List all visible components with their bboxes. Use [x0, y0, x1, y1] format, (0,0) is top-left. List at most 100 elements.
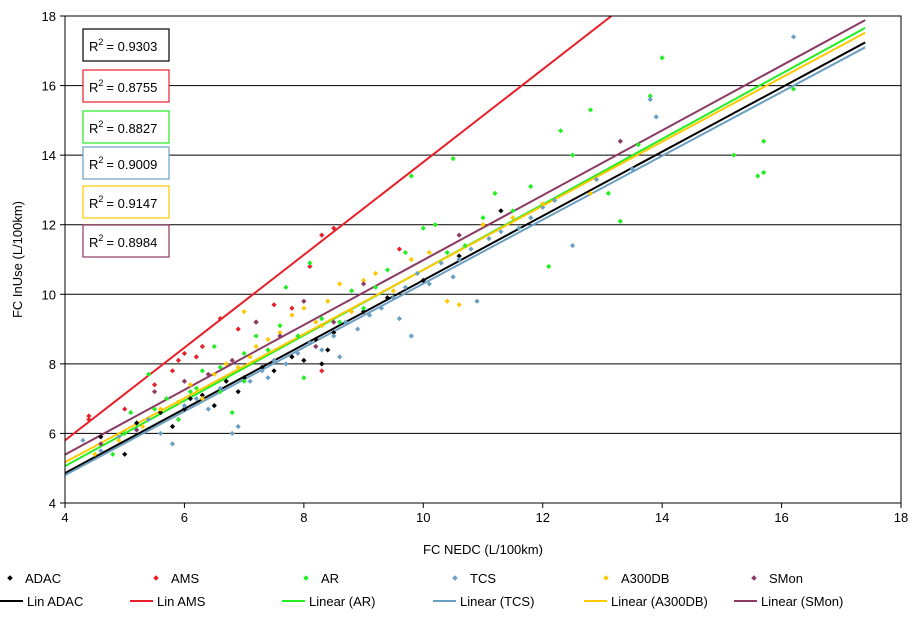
- data-point: [301, 375, 307, 381]
- data-point: [199, 396, 205, 402]
- data-point: [331, 329, 337, 336]
- data-point: [432, 222, 438, 228]
- legend-label: A300DB: [621, 571, 669, 586]
- r-squared-box-border: [82, 185, 170, 219]
- data-point: [456, 253, 462, 259]
- data-point: [587, 107, 594, 113]
- data-point: [360, 309, 367, 315]
- data-point: [223, 378, 229, 384]
- data-point: [247, 378, 253, 384]
- data-point: [390, 295, 397, 301]
- data-point: [259, 364, 265, 370]
- data-point: [569, 152, 576, 158]
- r-squared-label: R2 = 0.9009: [89, 155, 157, 172]
- data-point: [468, 246, 474, 252]
- data-point: [593, 176, 600, 183]
- data-point: [116, 434, 122, 440]
- data-point: [605, 190, 611, 197]
- data-point: [480, 215, 486, 221]
- r-squared-box: R2 = 0.8984: [82, 224, 170, 258]
- data-point: [80, 437, 86, 443]
- data-point: [199, 392, 205, 398]
- data-point: [474, 298, 480, 304]
- data-point: [420, 225, 426, 231]
- y-axis-title: FC InUse (L/100km): [10, 201, 25, 318]
- r-squared-value: = 0.9147: [106, 196, 157, 211]
- data-point: [217, 385, 223, 391]
- x-tick-label: 16: [774, 510, 788, 525]
- r-squared-box-border: [82, 146, 170, 180]
- data-point: [360, 281, 367, 287]
- data-point: [313, 336, 319, 343]
- data-point: [295, 350, 301, 357]
- data-point: [98, 448, 104, 454]
- y-tick-label: 16: [42, 79, 56, 94]
- data-point: [193, 385, 199, 391]
- data-point: [444, 249, 450, 256]
- data-point: [319, 322, 325, 329]
- data-point: [498, 229, 504, 235]
- data-point: [271, 302, 277, 308]
- data-point: [122, 406, 128, 412]
- r-squared-boxes: R2 = 0.9303 R2 = 0.8755 R2 = 0.8827 R2 = 0.9009…: [82, 28, 170, 258]
- data-point: [337, 281, 343, 287]
- data-point: [510, 215, 516, 221]
- data-point: [181, 350, 188, 357]
- data-point: [277, 329, 283, 336]
- data-point: [790, 86, 797, 92]
- data-point: [414, 270, 420, 277]
- data-point: [235, 364, 241, 370]
- data-point: [790, 34, 797, 40]
- data-point: [128, 409, 134, 416]
- y-tick-label: 6: [49, 426, 56, 441]
- r-squared-box-border: [82, 224, 170, 258]
- x-tick-label: 18: [894, 510, 908, 525]
- data-point: [211, 371, 217, 377]
- y-tick-label: 8: [49, 357, 56, 372]
- data-point: [86, 413, 92, 419]
- data-point: [217, 389, 223, 395]
- data-point: [301, 305, 307, 311]
- data-point: [331, 225, 337, 231]
- data-point: [456, 256, 462, 263]
- y-tick-label: 14: [42, 148, 56, 163]
- data-point: [349, 288, 355, 294]
- data-point: [134, 420, 140, 426]
- data-point: [289, 305, 295, 311]
- data-point: [187, 389, 193, 395]
- data-point: [163, 396, 170, 402]
- data-point: [229, 357, 235, 363]
- data-point: [301, 357, 307, 363]
- legend-marker: [7, 575, 13, 581]
- data-point: [337, 319, 343, 325]
- data-point: [98, 441, 104, 447]
- r-squared-box: R2 = 0.9009: [82, 146, 170, 180]
- legend-label: Linear (TCS): [460, 594, 534, 609]
- data-point: [205, 406, 211, 412]
- data-point: [217, 316, 223, 322]
- data-point: [235, 326, 241, 332]
- data-point: [313, 319, 319, 325]
- data-point: [187, 396, 193, 402]
- data-point: [193, 396, 199, 402]
- data-point: [277, 322, 283, 329]
- r-squared-value: = 0.8827: [106, 121, 157, 136]
- data-point: [110, 451, 116, 457]
- data-point: [420, 277, 426, 283]
- data-point: [396, 246, 402, 252]
- r-squared-value: = 0.8755: [106, 80, 157, 95]
- r-squared-box-border: [82, 28, 170, 62]
- data-point: [307, 340, 313, 346]
- data-point: [408, 173, 414, 179]
- r-squared-box: R2 = 0.9303: [82, 28, 170, 62]
- axis-ticks: 4 6 8 10 12 14 16 18 4 6 8 10 12 14 16 18: [42, 9, 909, 525]
- data-point: [134, 427, 140, 433]
- data-point: [259, 368, 265, 374]
- data-point: [444, 298, 450, 304]
- data-point: [480, 222, 486, 228]
- legend-marker: [603, 575, 609, 581]
- legend-marker: [452, 575, 458, 581]
- data-point: [528, 183, 534, 190]
- r-squared-box: R2 = 0.8827: [82, 110, 170, 144]
- data-point: [587, 190, 594, 197]
